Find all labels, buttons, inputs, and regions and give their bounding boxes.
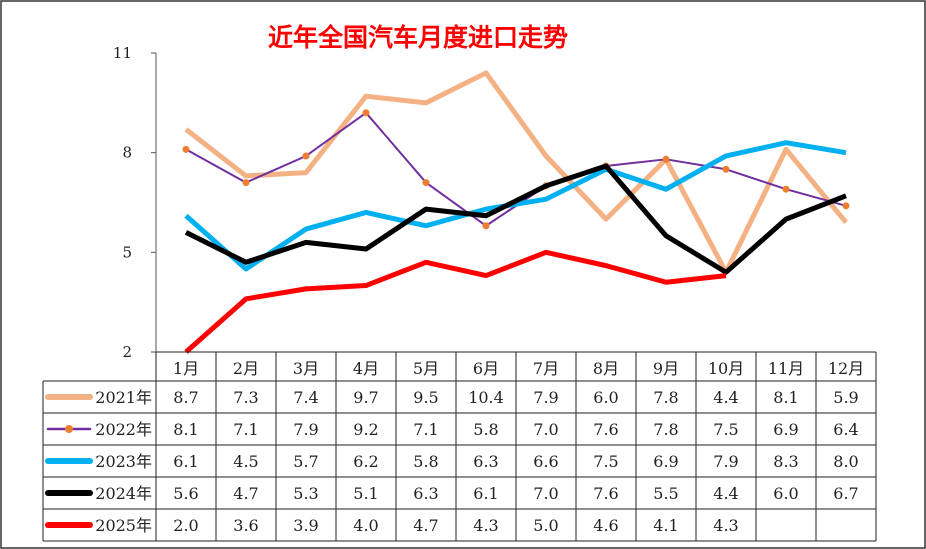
data-cell: 10.4: [468, 388, 504, 407]
data-cell: 5.8: [473, 420, 498, 439]
x-category-label: 2月: [233, 359, 259, 378]
data-cell: 7.0: [533, 420, 558, 439]
legend-label: 2022年: [95, 420, 152, 439]
y-tick-label: 8: [122, 144, 132, 162]
data-point: [782, 185, 790, 193]
data-cell: 7.9: [713, 452, 738, 471]
legend-marker: [65, 425, 73, 433]
data-cell: 6.3: [413, 484, 438, 503]
data-cell: 4.3: [473, 516, 498, 535]
x-category-label: 9月: [653, 359, 679, 378]
data-cell: 5.5: [653, 484, 678, 503]
data-cell: 5.8: [413, 452, 438, 471]
data-cell: 8.7: [173, 388, 198, 407]
data-cell: 8.3: [773, 452, 798, 471]
data-cell: 4.0: [353, 516, 378, 535]
data-cell: 4.5: [233, 452, 258, 471]
data-cell: 4.1: [653, 516, 678, 535]
x-category-label: 3月: [293, 359, 319, 378]
data-cell: 6.9: [773, 420, 798, 439]
data-point: [242, 179, 250, 187]
series-line-2023年: [184, 140, 847, 272]
data-point: [362, 109, 370, 117]
data-cell: 7.6: [593, 484, 618, 503]
chart-title: 近年全国汽车月度进口走势: [268, 23, 568, 52]
data-cell: 8.1: [173, 420, 198, 439]
y-tick-label: 2: [122, 343, 132, 361]
data-cell: 5.7: [293, 452, 318, 471]
x-category-label: 5月: [413, 359, 439, 378]
data-cell: 9.5: [413, 388, 438, 407]
data-cell: 5.3: [293, 484, 318, 503]
data-cell: 7.9: [293, 420, 318, 439]
data-point: [422, 179, 430, 187]
data-cell: 3.6: [233, 516, 258, 535]
data-cell: 6.3: [473, 452, 498, 471]
data-cell: 7.3: [233, 388, 258, 407]
data-cell: 9.2: [353, 420, 378, 439]
x-category-label: 10月: [708, 359, 744, 378]
y-tick-label: 5: [122, 243, 132, 261]
data-cell: 6.0: [593, 388, 618, 407]
data-cell: 6.1: [173, 452, 198, 471]
legend-label: 2024年: [95, 484, 152, 503]
data-cell: 8.0: [833, 452, 858, 471]
data-point: [182, 145, 190, 153]
legend-label: 2023年: [95, 452, 152, 471]
x-category-label: 12月: [828, 359, 864, 378]
data-cell: 6.4: [833, 420, 858, 439]
data-cell: 5.6: [173, 484, 198, 503]
x-category-label: 1月: [173, 359, 199, 378]
series-line-2021年: [184, 70, 848, 275]
data-cell: 7.4: [293, 388, 318, 407]
data-cell: 6.6: [533, 452, 558, 471]
legend-label: 2025年: [95, 516, 152, 535]
data-cell: 4.3: [713, 516, 738, 535]
data-point: [302, 152, 310, 160]
data-cell: 5.0: [533, 516, 558, 535]
data-cell: 6.2: [353, 452, 378, 471]
x-category-label: 11月: [768, 359, 804, 378]
data-cell: 2.0: [173, 516, 198, 535]
y-tick-label: 11: [113, 44, 132, 62]
data-point: [662, 155, 670, 163]
x-category-label: 4月: [353, 359, 379, 378]
series-line-2024年: [184, 163, 847, 275]
data-cell: 7.1: [233, 420, 258, 439]
data-cell: 5.9: [833, 388, 858, 407]
data-cell: 7.6: [593, 420, 618, 439]
data-cell: 4.7: [413, 516, 438, 535]
data-cell: 7.0: [533, 484, 558, 503]
data-cell: 7.1: [413, 420, 438, 439]
data-cell: 6.9: [653, 452, 678, 471]
data-cell: 6.0: [773, 484, 798, 503]
data-cell: 7.8: [653, 388, 678, 407]
data-cell: 4.4: [713, 484, 738, 503]
data-cell: 5.1: [353, 484, 378, 503]
data-cell: 7.9: [533, 388, 558, 407]
data-point: [482, 222, 490, 230]
x-category-label: 7月: [533, 359, 559, 378]
data-cell: 3.9: [293, 516, 318, 535]
data-cell: 4.4: [713, 388, 738, 407]
data-cell: 7.8: [653, 420, 678, 439]
data-point: [842, 202, 850, 210]
data-cell: 4.6: [593, 516, 618, 535]
data-cell: 6.7: [833, 484, 858, 503]
data-cell: 9.7: [353, 388, 378, 407]
data-cell: 7.5: [713, 420, 738, 439]
data-cell: 4.7: [233, 484, 258, 503]
series-line-2025年: [184, 249, 727, 354]
data-cell: 6.1: [473, 484, 498, 503]
x-category-label: 6月: [473, 359, 499, 378]
data-point: [722, 165, 730, 173]
data-cell: 8.1: [773, 388, 798, 407]
data-cell: 7.5: [593, 452, 618, 471]
x-category-label: 8月: [593, 359, 619, 378]
legend-label: 2021年: [95, 388, 152, 407]
